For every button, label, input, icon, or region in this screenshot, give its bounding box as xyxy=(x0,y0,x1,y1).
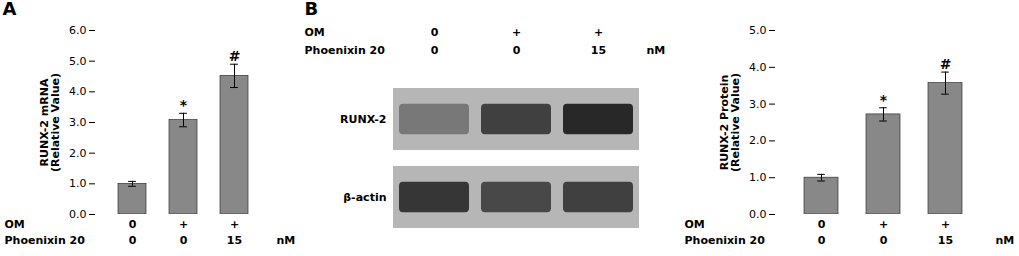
svg-text:4.0: 4.0 xyxy=(749,61,767,74)
svg-text:1.0: 1.0 xyxy=(749,171,767,184)
svg-text:5.0: 5.0 xyxy=(749,24,767,37)
svg-text:0: 0 xyxy=(880,234,888,247)
svg-text:6.0: 6.0 xyxy=(69,24,87,37)
svg-text:0: 0 xyxy=(818,218,826,231)
svg-text:RUNX-2 mRNA(Relative Value): RUNX-2 mRNA(Relative Value) xyxy=(38,73,62,172)
svg-text:#: # xyxy=(940,56,952,72)
svg-text:OM: OM xyxy=(305,26,325,39)
svg-text:15: 15 xyxy=(591,44,606,57)
svg-text:0: 0 xyxy=(513,44,521,57)
svg-text:0.0: 0.0 xyxy=(69,208,87,221)
svg-text:nM: nM xyxy=(996,234,1015,247)
svg-text:RUNX-2: RUNX-2 xyxy=(340,113,386,126)
svg-text:*: * xyxy=(180,97,188,113)
svg-text:5.0: 5.0 xyxy=(69,55,87,68)
svg-text:4.0: 4.0 xyxy=(69,85,87,98)
svg-text:15: 15 xyxy=(227,234,242,247)
svg-text:β-actin: β-actin xyxy=(343,191,386,204)
svg-text:nM: nM xyxy=(277,234,296,247)
svg-text:+: + xyxy=(179,218,188,231)
svg-text:0.0: 0.0 xyxy=(749,208,767,221)
svg-text:3.0: 3.0 xyxy=(69,116,87,129)
svg-text:3.0: 3.0 xyxy=(749,98,767,111)
svg-text:15: 15 xyxy=(938,234,953,247)
svg-text:Phoenixin 20: Phoenixin 20 xyxy=(305,44,386,57)
svg-text:0: 0 xyxy=(129,234,137,247)
svg-text:*: * xyxy=(880,92,888,108)
svg-text:0: 0 xyxy=(180,234,188,247)
svg-text:0: 0 xyxy=(129,218,137,231)
svg-text:1.0: 1.0 xyxy=(69,177,87,190)
svg-text:2.0: 2.0 xyxy=(749,134,767,147)
svg-text:+: + xyxy=(512,26,521,39)
svg-text:0: 0 xyxy=(431,44,439,57)
svg-text:B: B xyxy=(305,0,319,19)
svg-text:2.0: 2.0 xyxy=(69,147,87,160)
svg-text:OM: OM xyxy=(5,218,25,231)
svg-text:+: + xyxy=(941,218,950,231)
svg-text:#: # xyxy=(229,48,241,64)
svg-text:OM: OM xyxy=(685,218,705,231)
svg-text:+: + xyxy=(230,218,239,231)
svg-text:Phoenixin 20: Phoenixin 20 xyxy=(5,234,86,247)
svg-text:0: 0 xyxy=(818,234,826,247)
svg-text:nM: nM xyxy=(647,44,666,57)
svg-text:0: 0 xyxy=(431,26,439,39)
svg-text:+: + xyxy=(594,26,603,39)
svg-text:Phoenixin 20: Phoenixin 20 xyxy=(685,234,766,247)
svg-text:A: A xyxy=(3,0,17,19)
svg-text:+: + xyxy=(879,218,888,231)
svg-text:RUNX-2 Protein(Relative Value): RUNX-2 Protein(Relative Value) xyxy=(718,73,742,172)
